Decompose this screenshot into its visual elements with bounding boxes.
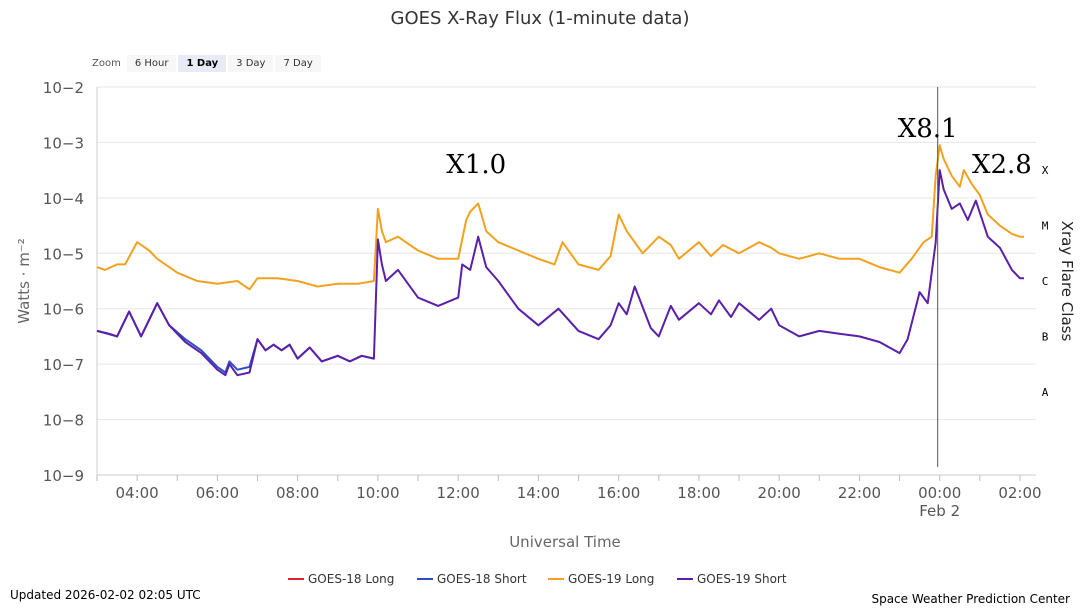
x-tick-label: 06:00 bbox=[196, 484, 239, 502]
flare-class-label: C bbox=[1042, 275, 1049, 288]
goes-18-short-line bbox=[96, 302, 375, 374]
chart-title: GOES X-Ray Flux (1-minute data) bbox=[391, 8, 690, 29]
zoom-6-hour-button[interactable]: 6 Hour bbox=[126, 54, 177, 72]
zoom-label: Zoom bbox=[92, 57, 121, 69]
flare-class-label: M bbox=[1042, 220, 1049, 233]
x-tick-label: 10:00 bbox=[356, 484, 399, 502]
y-tick-label: 10−6 bbox=[43, 301, 84, 319]
x-tick-label: 00:00 bbox=[918, 484, 961, 502]
y-axis-title: Watts · m⁻² bbox=[15, 238, 33, 324]
flare-class-label: X bbox=[1042, 164, 1049, 177]
updated-timestamp: Updated 2026-02-02 02:05 UTC bbox=[10, 588, 201, 602]
y-tick-label: 10−9 bbox=[43, 467, 84, 485]
y-tick-label: 10−3 bbox=[43, 134, 84, 152]
credit-text: Space Weather Prediction Center bbox=[871, 592, 1070, 606]
legend-item-label: GOES-18 Short bbox=[437, 572, 527, 586]
y-tick-label: 10−5 bbox=[43, 245, 84, 263]
x-axis-title: Universal Time bbox=[509, 533, 621, 551]
y2-axis-title: Xray Flare Class bbox=[1058, 221, 1076, 342]
zoom-1-day-button[interactable]: 1 Day bbox=[178, 54, 227, 72]
date-label: Feb 2 bbox=[919, 502, 960, 520]
x-tick-label: 04:00 bbox=[116, 484, 159, 502]
x-tick-label: 22:00 bbox=[838, 484, 881, 502]
x-tick-label: 02:00 bbox=[998, 484, 1041, 502]
zoom-3-day-button[interactable]: 3 Day bbox=[228, 54, 274, 72]
x-tick-label: 08:00 bbox=[276, 484, 319, 502]
zoom-bar: Zoom 6 Hour 1 Day 3 Day 7 Day bbox=[92, 52, 323, 74]
x-tick-label: 18:00 bbox=[677, 484, 720, 502]
x-tick-label: 20:00 bbox=[758, 484, 801, 502]
legend-item-label: GOES-19 Short bbox=[697, 572, 787, 586]
goes-19-long-line bbox=[96, 144, 1024, 291]
x-tick-label: 12:00 bbox=[437, 484, 480, 502]
flare-annotation: X8.1 bbox=[898, 114, 958, 144]
goes-19-short-line bbox=[96, 169, 1024, 377]
zoom-7-day-button[interactable]: 7 Day bbox=[275, 54, 321, 72]
flare-class-label: B bbox=[1042, 330, 1049, 343]
y-tick-label: 10−2 bbox=[43, 79, 84, 97]
legend-item-label: GOES-18 Long bbox=[308, 572, 394, 586]
x-tick-label: 14:00 bbox=[517, 484, 560, 502]
x-tick-label: 16:00 bbox=[597, 484, 640, 502]
y-tick-label: 10−4 bbox=[43, 190, 84, 208]
flare-annotation: X2.8 bbox=[972, 150, 1032, 180]
y-tick-label: 10−8 bbox=[43, 412, 84, 430]
flare-class-label: A bbox=[1042, 386, 1049, 399]
flare-annotation: X1.0 bbox=[446, 150, 506, 180]
y-tick-label: 10−7 bbox=[43, 356, 84, 374]
legend-item-label: GOES-19 Long bbox=[568, 572, 654, 586]
